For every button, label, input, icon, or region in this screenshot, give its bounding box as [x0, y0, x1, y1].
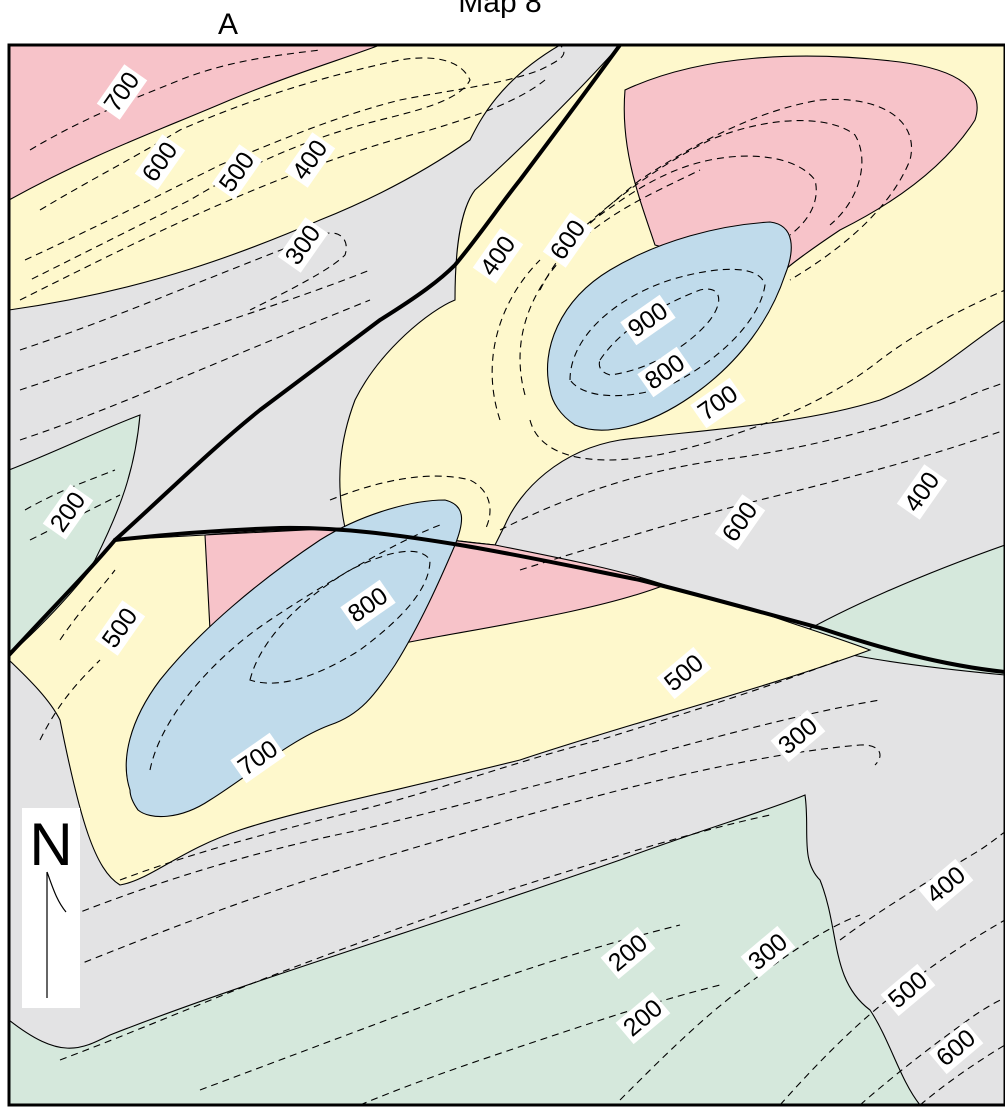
contour-label-background — [230, 732, 286, 784]
contour-label-background — [94, 600, 146, 656]
contour-label-background — [690, 377, 746, 429]
contour-label: 800 — [340, 579, 396, 631]
north-arrow-box — [22, 808, 80, 1008]
contour-label-background — [277, 217, 329, 273]
contour-label-background — [656, 646, 712, 700]
contour-label-background — [42, 484, 94, 540]
fault-central — [113, 525, 1005, 674]
contour-label-background — [770, 709, 826, 763]
contour-label-background — [284, 132, 336, 188]
north-label: N — [29, 811, 72, 878]
contour-label-background — [880, 963, 936, 1017]
contour-label-background — [96, 64, 148, 120]
contour-label-background — [134, 134, 186, 190]
contour-label-background — [600, 926, 656, 980]
unit-pink-northeast — [623, 55, 978, 271]
contour-label-background — [620, 294, 676, 346]
map-title: Map 8 — [458, 0, 541, 19]
contour-lines — [19, 45, 1005, 1105]
map-frame — [7, 43, 1005, 1107]
contour-label-background — [472, 228, 524, 284]
north-arrow-icon — [46, 871, 67, 998]
unit-blue-south — [125, 499, 463, 818]
contour-label-background — [637, 346, 693, 398]
unit-green-south — [9, 794, 921, 1105]
contour-label-background — [918, 858, 974, 912]
contour-label-background — [896, 464, 948, 520]
contour-label-background — [928, 1021, 984, 1075]
contour-label: 600 — [928, 1021, 984, 1075]
contour-label-background — [211, 144, 263, 200]
contour-label-background — [542, 212, 594, 268]
unit-pink-northwest — [9, 45, 381, 201]
map-area — [9, 45, 1005, 1105]
contour-label-background — [340, 579, 396, 631]
contour-label-background — [615, 991, 671, 1045]
contour-label-background — [714, 494, 766, 550]
contour-label-background — [740, 925, 796, 979]
section-label-a: A — [218, 8, 238, 41]
north-arrow: N — [22, 808, 80, 1008]
unit-blue-north — [546, 221, 792, 431]
